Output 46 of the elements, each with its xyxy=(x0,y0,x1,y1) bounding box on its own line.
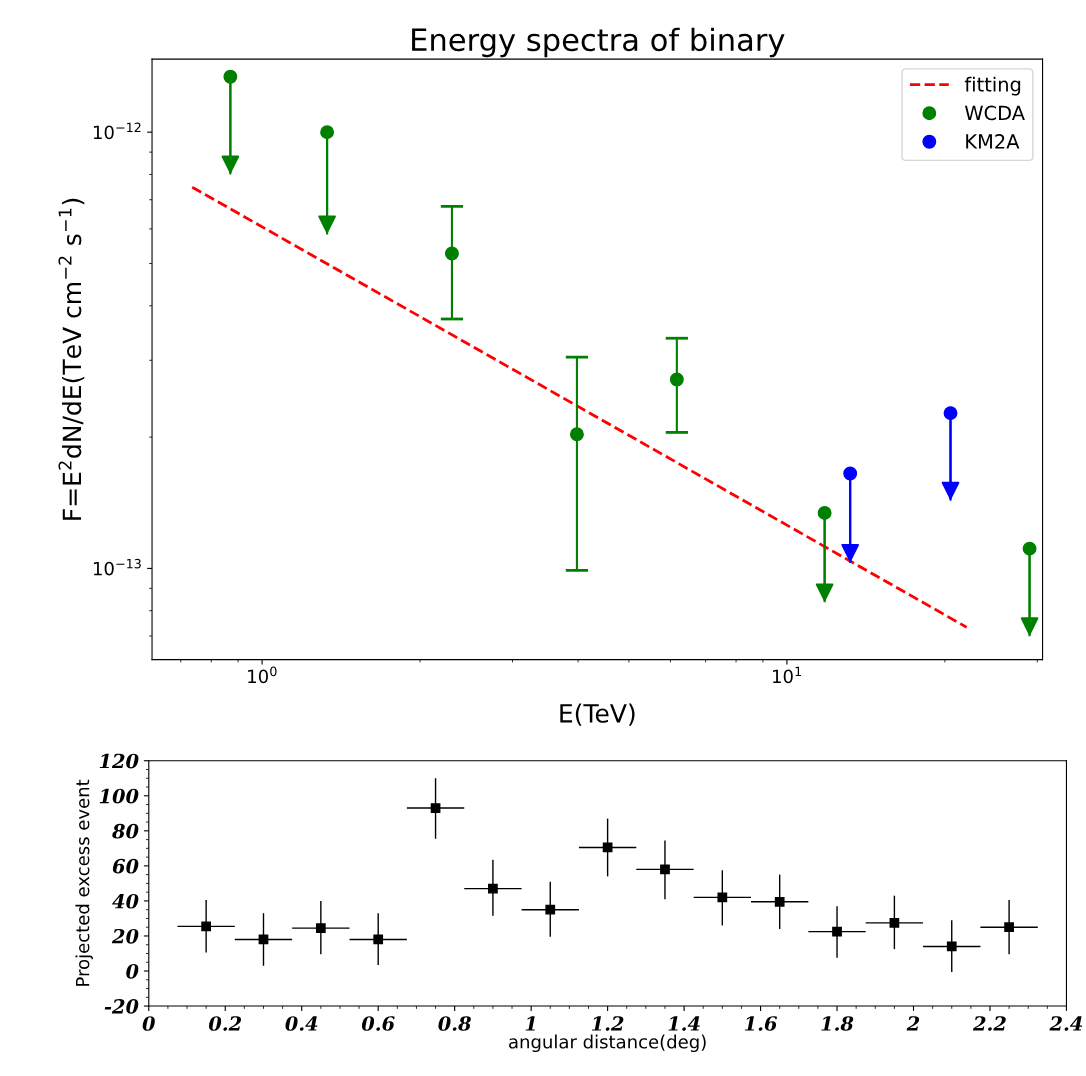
y-tick-label: 60 xyxy=(112,858,139,874)
point xyxy=(430,803,441,813)
x-tick-label: 2.2 xyxy=(972,1016,1006,1031)
x-tick-label: 0 xyxy=(142,1016,155,1031)
y-axis-title: Projected excess event xyxy=(75,779,93,986)
x-tick-label: 1 xyxy=(525,1016,535,1031)
x-tick-label: 1.4 xyxy=(668,1016,700,1031)
point xyxy=(660,864,670,875)
point xyxy=(1004,922,1014,933)
x-tick-label: 2 xyxy=(906,1016,920,1031)
x-tick-label: 1.8 xyxy=(821,1016,854,1031)
point xyxy=(832,926,842,937)
x-tick-label: 1.6 xyxy=(744,1016,778,1031)
x-tick-label: 0.2 xyxy=(208,1016,242,1031)
point xyxy=(946,941,957,952)
y-tick-label: 80 xyxy=(112,823,139,839)
x-tick-label: 0.4 xyxy=(285,1016,318,1031)
x-tick-label: 2.4 xyxy=(1049,1016,1083,1031)
legend-label: KM2A xyxy=(966,134,1020,149)
y-axis-title: F=E$^{2}$dN/dE(TeV cm$^{−2}$ s$^{−1}$) xyxy=(58,198,85,520)
point xyxy=(315,923,326,933)
x-tick-label: 10$^{0}$ xyxy=(248,666,277,684)
y-tick-label: 10$^{−13}$ xyxy=(93,558,141,576)
y-tick-label: 20 xyxy=(111,928,139,944)
point xyxy=(373,934,384,945)
point xyxy=(774,896,785,907)
x-axis-title: E(TeV) xyxy=(560,703,635,726)
point xyxy=(717,892,728,903)
x-tick-label: 0.8 xyxy=(438,1016,471,1031)
point xyxy=(201,921,211,932)
y-tick-label: -20 xyxy=(104,999,139,1014)
point xyxy=(488,883,498,894)
x-axis-title: angular distance(deg) xyxy=(509,1034,706,1053)
point xyxy=(889,917,900,928)
y-tick-label: 100 xyxy=(99,788,139,804)
legend-label: WCDA xyxy=(964,105,1025,121)
y-tick-label: 40 xyxy=(112,893,139,909)
x-tick-label: 1.2 xyxy=(591,1016,624,1031)
y-tick-label: 0 xyxy=(126,963,139,979)
y-tick-label: 120 xyxy=(99,753,139,769)
point xyxy=(545,904,556,915)
chart-title: Energy spectra of binary xyxy=(412,27,785,58)
x-tick-label: 0.6 xyxy=(361,1016,395,1031)
legend-label: fitting xyxy=(964,76,1021,96)
y-tick-label: 10$^{−12}$ xyxy=(93,122,141,140)
x-tick-label: 10$^{1}$ xyxy=(773,666,802,684)
